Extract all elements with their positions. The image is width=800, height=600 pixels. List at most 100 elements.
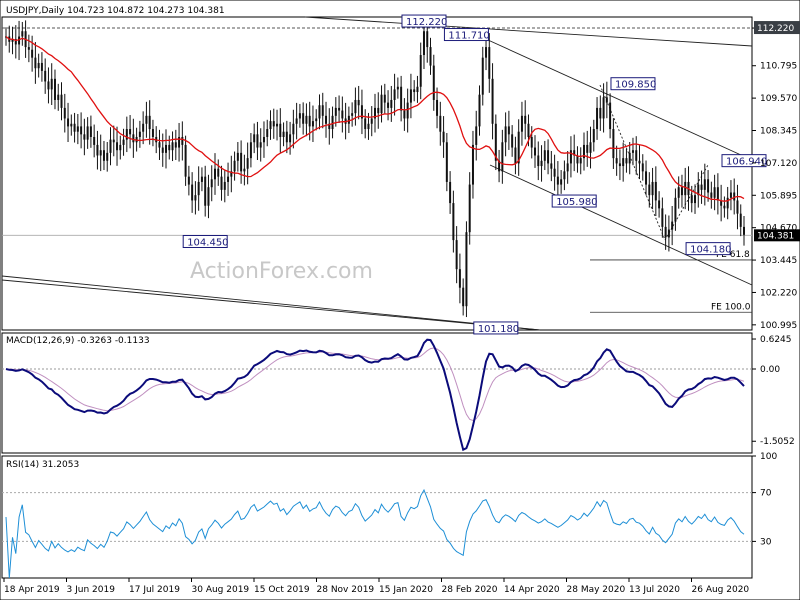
candle-body: [690, 195, 693, 204]
trend-lines: FE 61.8 FE 100.0: [1, 16, 753, 331]
candle-body: [485, 47, 488, 58]
candle-body: [651, 181, 654, 196]
watermark: ActionForex.com: [190, 259, 373, 284]
candle-body: [194, 195, 197, 201]
candle-body: [76, 126, 79, 132]
candle-body: [276, 123, 279, 127]
candle-body: [158, 142, 161, 148]
candle-body: [426, 31, 429, 48]
candle-body: [475, 126, 478, 145]
channel-lower-line: [489, 164, 753, 286]
candle-body: [478, 94, 481, 127]
candle-body: [63, 107, 66, 119]
candle-body: [315, 118, 318, 122]
annotation-label: 106.940: [726, 157, 767, 168]
annotation-label: 104.450: [187, 237, 228, 248]
macd-tick-label: -1.5052: [760, 437, 795, 447]
candle-body: [396, 86, 399, 90]
price-tick-label: 107.120: [760, 159, 797, 169]
candle-body: [380, 94, 383, 114]
candle-body: [429, 47, 432, 66]
candle-body: [249, 142, 252, 159]
date-tick-label: 28 May 2020: [567, 585, 626, 595]
date-tick-label: 15 Jan 2020: [379, 585, 433, 595]
candle-body: [266, 129, 269, 137]
candle-body: [537, 155, 540, 167]
candle-body: [605, 97, 608, 103]
macd-title: MACD(12,26,9) -0.3263 -0.1133: [6, 336, 150, 346]
candle-body: [422, 31, 425, 56]
candle-body: [325, 115, 328, 124]
rsi-tick-label: 100: [760, 452, 777, 462]
candle-body: [504, 126, 507, 143]
candle-body: [27, 47, 30, 50]
rsi-title: RSI(14) 31.2053: [6, 460, 79, 470]
annotation-box: [610, 77, 656, 91]
candle-body: [230, 171, 233, 177]
candle-body: [360, 105, 363, 119]
date-tick-label: 26 Aug 2020: [692, 585, 750, 595]
annotation-box: [443, 28, 489, 42]
candle-body: [50, 78, 53, 90]
candle-body: [187, 176, 190, 185]
candle-body: [729, 192, 732, 198]
candle-body: [455, 240, 458, 270]
candle-body: [390, 99, 393, 108]
axes: 112.220 110.795 109.570 108.345 107.120 105.8…: [3, 21, 800, 595]
fib-level-label: FE 100.0: [711, 302, 751, 312]
candle-body: [269, 121, 272, 130]
candle-body: [246, 158, 249, 169]
date-tick-label: 18 Apr 2019: [4, 585, 60, 595]
current-price-bg: [754, 229, 800, 242]
resistance-label: 112.220: [757, 24, 794, 34]
candle-body: [73, 123, 76, 132]
candle-body: [11, 39, 14, 42]
candle-body: [609, 102, 612, 130]
candle-body: [569, 150, 572, 164]
candle-body: [217, 168, 220, 177]
candle-body: [125, 129, 128, 140]
candle-body: [151, 129, 154, 137]
candle-body: [47, 81, 50, 90]
candle-body: [93, 136, 96, 145]
candle-body: [694, 195, 697, 204]
candle-body: [106, 152, 109, 161]
price-tick-label: 110.795: [760, 62, 797, 72]
candle-body: [560, 179, 563, 185]
candle-body: [684, 181, 687, 196]
rsi-tick-label: 70: [760, 489, 772, 499]
moving-average-line: [5, 35, 745, 202]
annotation-box: [473, 321, 519, 335]
macd-signal-line: [5, 347, 745, 422]
resistance-label-bg: [754, 21, 800, 35]
candle-body: [191, 184, 194, 201]
candle-body: [527, 123, 530, 137]
candle-body: [67, 118, 70, 127]
candle-body: [374, 107, 376, 119]
candle-body: [289, 134, 292, 143]
candle-body: [498, 160, 501, 172]
annotation-box: [401, 14, 447, 28]
candle-body: [240, 152, 243, 172]
candle-body: [318, 105, 321, 119]
candles: [5, 15, 745, 318]
candle-body: [86, 126, 89, 140]
candle-body: [739, 213, 742, 227]
candle-body: [677, 187, 680, 198]
candle-body: [142, 123, 145, 132]
candle-body: [367, 123, 370, 130]
rsi-panel: 100 70 30: [2, 452, 777, 579]
candle-body: [14, 39, 17, 45]
candle-body: [680, 187, 683, 196]
candle-body: [18, 36, 21, 45]
candle-body: [207, 187, 210, 206]
candle-body: [174, 142, 177, 148]
candle-body: [615, 158, 618, 164]
candle-body: [602, 97, 605, 119]
candle-body: [138, 131, 141, 137]
candle-body: [432, 65, 435, 100]
candle-body: [262, 136, 265, 143]
